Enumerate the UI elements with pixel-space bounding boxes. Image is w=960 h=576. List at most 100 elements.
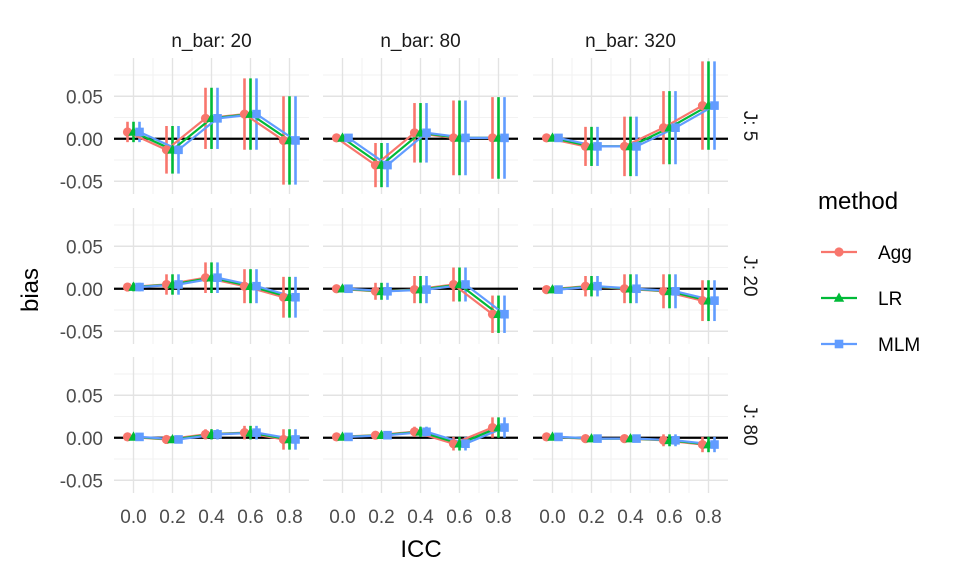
data-point-mlm (135, 282, 144, 292)
legend-label: Agg (878, 243, 912, 264)
facet-panel-0-2 (533, 58, 728, 194)
data-point-mlm (174, 280, 183, 289)
facet-panel-2-0 (114, 357, 309, 493)
y-tick-label: -0.05 (60, 172, 103, 193)
data-point-mlm (500, 423, 509, 432)
y-tick-label: 0.00 (66, 130, 103, 151)
data-point-mlm (554, 432, 563, 442)
data-point-mlm (135, 127, 144, 137)
legend-item-agg: Agg (821, 243, 912, 264)
facet-row-label: J: 80 (739, 404, 760, 445)
x-tick-label: 0.2 (159, 507, 185, 528)
labels-layer: n_bar: 20 n_bar: 80 n_bar: 320 J: 5 J: 20 J: … (60, 31, 760, 528)
data-point-mlm (213, 273, 222, 282)
facet-panel-2-2 (533, 357, 728, 493)
data-point-mlm (174, 145, 183, 155)
x-tick-label: 0.6 (446, 507, 472, 528)
data-point-mlm (710, 440, 719, 449)
data-point-mlm (671, 123, 680, 132)
data-point-mlm (593, 434, 602, 443)
data-point-mlm (500, 309, 509, 319)
facet-panel-1-0 (114, 208, 309, 344)
facet-panel-2-1 (323, 357, 518, 493)
facet-panel-1-1 (323, 208, 518, 344)
x-tick-label: 0.4 (617, 507, 644, 528)
y-tick-label: -0.05 (60, 322, 103, 343)
x-tick-label: 0.0 (539, 507, 565, 528)
x-tick-label: 0.0 (329, 507, 355, 528)
legend-label: LR (878, 289, 902, 310)
y-axis-title: bias (17, 268, 44, 312)
data-point-mlm (422, 128, 431, 138)
data-point-mlm (291, 435, 300, 444)
data-point-mlm (291, 292, 300, 302)
legend-label: MLM (878, 335, 920, 356)
data-point-mlm (461, 133, 470, 143)
data-point-mlm (291, 136, 300, 145)
data-point-mlm (500, 133, 509, 143)
facet-row-label: J: 20 (739, 255, 760, 296)
y-tick-label: 0.00 (66, 280, 103, 301)
legend-title: method (818, 188, 898, 215)
data-point-mlm (632, 284, 641, 294)
x-tick-label: 0.8 (276, 507, 302, 528)
data-point-mlm (344, 284, 353, 294)
x-tick-label: 0.6 (237, 507, 263, 528)
data-point-mlm (671, 436, 680, 445)
facet-col-label: n_bar: 320 (585, 31, 676, 52)
legend-key-marker (833, 292, 845, 302)
data-point-mlm (422, 427, 431, 437)
x-tick-label: 0.4 (407, 507, 434, 528)
x-axis-title: ICC (400, 536, 441, 563)
y-tick-label: -0.05 (60, 471, 103, 492)
data-point-mlm (461, 280, 470, 289)
legend-key-marker (834, 247, 844, 257)
x-tick-label: 0.2 (368, 507, 394, 528)
data-point-mlm (344, 432, 353, 442)
data-point-mlm (554, 133, 563, 143)
data-point-mlm (213, 114, 222, 123)
data-point-mlm (174, 435, 183, 444)
data-point-mlm (213, 430, 222, 439)
data-point-mlm (135, 432, 144, 442)
facet-panel-1-2 (533, 208, 728, 344)
data-point-mlm (252, 281, 261, 291)
facet-panel-0-0 (114, 58, 309, 194)
data-point-mlm (252, 428, 261, 437)
facet-panel-0-1 (323, 58, 518, 194)
data-point-mlm (461, 439, 470, 448)
data-point-mlm (383, 287, 392, 296)
x-tick-label: 0.8 (695, 507, 721, 528)
y-tick-label: 0.00 (66, 429, 103, 450)
facet-col-label: n_bar: 80 (380, 31, 460, 52)
x-tick-label: 0.8 (485, 507, 511, 528)
facet-row-label: J: 5 (739, 111, 760, 142)
data-point-mlm (710, 296, 719, 305)
data-point-mlm (710, 101, 719, 110)
legend: method Agg LR MLM (818, 188, 920, 356)
data-point-mlm (383, 160, 392, 170)
data-point-mlm (422, 285, 431, 294)
data-point-mlm (593, 142, 602, 151)
legend-item-lr: LR (821, 289, 902, 310)
data-point-mlm (383, 430, 392, 440)
data-point-mlm (632, 142, 641, 151)
x-tick-label: 0.2 (578, 507, 604, 528)
data-point-mlm (252, 109, 261, 119)
data-point-mlm (554, 285, 563, 294)
panels-layer (114, 58, 728, 493)
data-point-mlm (671, 287, 680, 296)
x-tick-label: 0.6 (656, 507, 682, 528)
y-tick-label: 0.05 (66, 237, 103, 258)
data-point-mlm (593, 281, 602, 291)
x-tick-label: 0.4 (198, 507, 225, 528)
legend-item-mlm: MLM (821, 335, 920, 356)
facet-col-label: n_bar: 20 (171, 31, 251, 52)
y-tick-label: 0.05 (66, 386, 103, 407)
x-tick-label: 0.0 (120, 507, 146, 528)
legend-key-marker (834, 339, 844, 349)
data-point-mlm (632, 434, 641, 443)
y-tick-label: 0.05 (66, 87, 103, 108)
data-point-mlm (344, 133, 353, 143)
